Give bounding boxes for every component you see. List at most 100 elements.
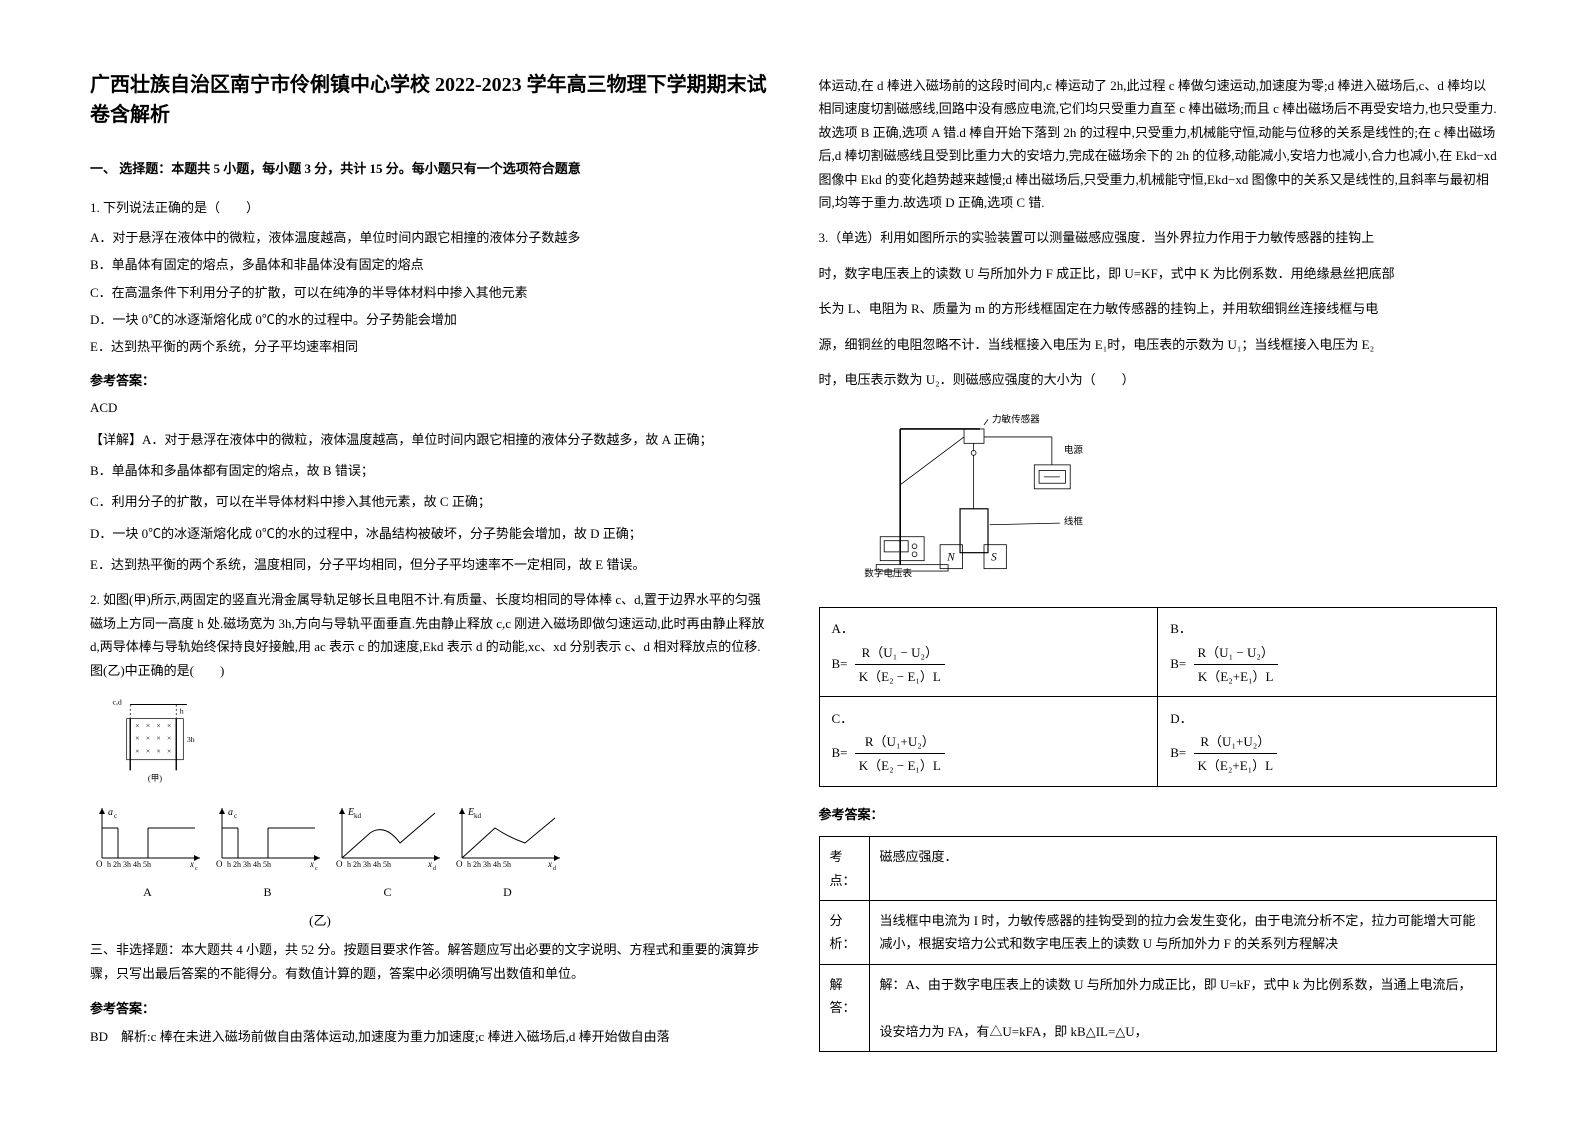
q1-exp-c: C．利用分子的扩散，可以在半导体材料中掺入其他元素，故 C 正确； <box>90 490 769 513</box>
svg-text:kd: kd <box>474 812 482 820</box>
q3-option-a: A． B= R（U₁ − U₂） K（E₂ − E₁）L <box>819 607 1158 696</box>
sub-label-d: D <box>450 882 565 904</box>
svg-text:c: c <box>195 866 198 872</box>
q1-option-d: D．一块 0℃的冰逐渐熔化成 0℃的水的过程中。分子势能会增加 <box>90 308 769 331</box>
svg-text:O: O <box>456 859 463 869</box>
svg-text:×: × <box>146 721 150 730</box>
svg-text:O: O <box>336 859 343 869</box>
row2-label: 分析： <box>819 901 869 965</box>
row3-text2: 设安培力为 FA，有△U=kFA，即 kB△IL=△U， <box>880 1020 1487 1043</box>
svg-text:×: × <box>156 746 160 755</box>
optB-prefix: B= <box>1170 655 1186 670</box>
svg-text:×: × <box>167 734 171 743</box>
row3-label: 解答： <box>819 964 869 1051</box>
q3-stem2: 时，数字电压表上的读数 U 与所加外力 F 成正比，即 U=KF，式中 K 为比… <box>819 262 1498 285</box>
q3-stem1: 3.（单选）利用如图所示的实验装置可以测量磁感应强度．当外界拉力作用于力敏传感器… <box>819 226 1498 249</box>
svg-text:x: x <box>189 859 194 869</box>
optC-num: R（U₁+U₂） <box>855 730 945 754</box>
q3-option-c: C． B= R（U₁+U₂） K（E₂ − E₁）L <box>819 697 1158 786</box>
sub-label-a: A <box>90 882 205 904</box>
optD-prefix: B= <box>1170 745 1186 760</box>
q2-caption-yi: (乙) <box>90 909 550 932</box>
q1-option-b: B．单晶体有固定的熔点，多晶体和非晶体没有固定的熔点 <box>90 253 769 276</box>
svg-text:c: c <box>234 812 237 820</box>
q1-option-a: A．对于悬浮在液体中的微粒，液体温度越高，单位时间内跟它相撞的液体分子数越多 <box>90 226 769 249</box>
svg-text:O: O <box>216 859 223 869</box>
optA-num: R（U₁ − U₂） <box>855 641 945 665</box>
left-column: 广西壮族自治区南宁市伶俐镇中心学校 2022-2023 学年高三物理下学期期末试… <box>90 70 769 1052</box>
q2-sub-c: Ekd O h 2h 3h 4h 5h xd C <box>330 803 445 904</box>
svg-text:数字电压表: 数字电压表 <box>864 568 912 580</box>
svg-text:x: x <box>427 859 432 869</box>
q3-options-table: A． B= R（U₁ − U₂） K（E₂ − E₁）L B． B= R（U₁ … <box>819 607 1498 787</box>
svg-text:d: d <box>553 866 556 872</box>
svg-text:d: d <box>433 866 436 872</box>
svg-text:x: x <box>547 859 552 869</box>
q2-answer-label: 参考答案： <box>90 997 769 1020</box>
svg-text:O: O <box>96 859 103 869</box>
exam-title: 广西壮族自治区南宁市伶俐镇中心学校 2022-2023 学年高三物理下学期期末试… <box>90 70 769 130</box>
svg-text:h 2h 3h 4h 5h: h 2h 3h 4h 5h <box>347 860 391 869</box>
sub-label-b: B <box>210 882 325 904</box>
svg-text:h 2h 3h 4h 5h: h 2h 3h 4h 5h <box>107 860 151 869</box>
q2-sub-a: ac O h 2h 3h 4h 5h xc A <box>90 803 205 904</box>
q2-diagram-jia: c,d h ×××× ×××× ×××× 3h (甲) <box>90 696 220 788</box>
svg-text:×: × <box>135 734 139 743</box>
q2-stem: 2. 如图(甲)所示,两固定的竖直光滑金属导轨足够长且电阻不计.有质量、长度均相… <box>90 588 769 682</box>
section1-header: 一、 选择题：本题共 5 小题，每小题 3 分，共计 15 分。每小题只有一个选… <box>90 157 769 180</box>
optC-den: K（E₂ − E₁）L <box>855 754 945 777</box>
optB-label: B． <box>1170 617 1192 640</box>
q1-exp-b: B．单晶体和多晶体都有固定的熔点，故 B 错误； <box>90 459 769 482</box>
row1-label: 考点： <box>819 837 869 901</box>
optD-label: D． <box>1170 707 1192 730</box>
row3-text1: 解：A、由于数字电压表上的读数 U 与所加外力成正比，即 U=kF，式中 k 为… <box>880 973 1487 996</box>
right-column: 体运动,在 d 棒进入磁场前的这段时间内,c 棒运动了 2h,此过程 c 棒做匀… <box>819 70 1498 1052</box>
q1-stem: 1. 下列说法正确的是（ ） <box>90 196 769 219</box>
svg-text:a: a <box>108 807 113 818</box>
row2-text: 当线框中电流为 I 时，力敏传感器的挂钩受到的拉力会发生变化，由于电流分析不定，… <box>869 901 1497 965</box>
q3-option-d: D． B= R（U₁+U₂） K（E₂+E₁）L <box>1158 697 1497 786</box>
row3-text: 解：A、由于数字电压表上的读数 U 与所加外力成正比，即 U=kF，式中 k 为… <box>869 964 1497 1051</box>
svg-text:h: h <box>180 707 184 716</box>
optA-label: A． <box>832 617 854 640</box>
optD-num: R（U₁+U₂） <box>1194 730 1278 754</box>
q3-stem3: 长为 L、电阻为 R、质量为 m 的方形线框固定在力敏传感器的挂钩上，并用软细铜… <box>819 297 1498 320</box>
svg-text:h 2h 3h 4h 5h: h 2h 3h 4h 5h <box>227 860 271 869</box>
optB-num: R（U₁ − U₂） <box>1194 641 1278 665</box>
optC-label: C． <box>832 707 854 730</box>
svg-text:(甲): (甲) <box>148 773 162 783</box>
q1-option-e: E．达到热平衡的两个系统，分子平均速率相同 <box>90 335 769 358</box>
svg-text:×: × <box>167 721 171 730</box>
svg-text:×: × <box>167 746 171 755</box>
svg-text:线框: 线框 <box>1063 516 1083 528</box>
svg-text:×: × <box>156 721 160 730</box>
svg-text:3h: 3h <box>187 735 195 744</box>
svg-text:×: × <box>146 734 150 743</box>
q3-answer-label: 参考答案： <box>819 803 1498 826</box>
svg-text:kd: kd <box>354 812 362 820</box>
q2-continuation: 体运动,在 d 棒进入磁场前的这段时间内,c 棒运动了 2h,此过程 c 棒做匀… <box>819 74 1498 214</box>
svg-text:×: × <box>146 746 150 755</box>
svg-text:×: × <box>135 721 139 730</box>
svg-text:c: c <box>114 812 117 820</box>
section3-header: 三、非选择题：本大题共 4 小题，共 52 分。按题目要求作答。解答题应写出必要… <box>90 938 769 985</box>
sub-label-c: C <box>330 882 445 904</box>
svg-text:N: N <box>946 552 955 564</box>
q2-sub-b: ac O h 2h 3h 4h 5h xc B <box>210 803 325 904</box>
svg-text:c: c <box>315 866 318 872</box>
optD-den: K（E₂+E₁）L <box>1194 754 1278 777</box>
optA-prefix: B= <box>832 655 848 670</box>
q3-apparatus-diagram: 力敏传感器 电源 线框 N S 数字电压表 <box>819 405 1149 589</box>
optA-den: K（E₂ − E₁）L <box>855 665 945 688</box>
q3-analysis-table: 考点： 磁感应强度． 分析： 当线框中电流为 I 时，力敏传感器的挂钩受到的拉力… <box>819 836 1498 1052</box>
q1-exp-e: E．达到热平衡的两个系统，温度相同，分子平均相同，但分子平均速率不一定相同，故 … <box>90 553 769 576</box>
q1-option-c: C．在高温条件下利用分子的扩散，可以在纯净的半导体材料中掺入其他元素 <box>90 281 769 304</box>
q2-answer-text: BD 解析:c 棒在未进入磁场前做自由落体运动,加速度为重力加速度;c 棒进入磁… <box>90 1025 769 1048</box>
svg-text:力敏传感器: 力敏传感器 <box>991 414 1039 426</box>
svg-text:S: S <box>991 552 997 564</box>
svg-text:x: x <box>309 859 314 869</box>
svg-text:a: a <box>228 807 233 818</box>
q3-stem4: 源，细铜丝的电阻忽略不计．当线框接入电压为 E₁时，电压表的示数为 U₁；当线框… <box>819 333 1498 356</box>
q1-answer-label: 参考答案： <box>90 369 769 392</box>
q1-exp-a: 【详解】A．对于悬浮在液体中的微粒，液体温度越高，单位时间内跟它相撞的液体分子数… <box>90 428 769 451</box>
